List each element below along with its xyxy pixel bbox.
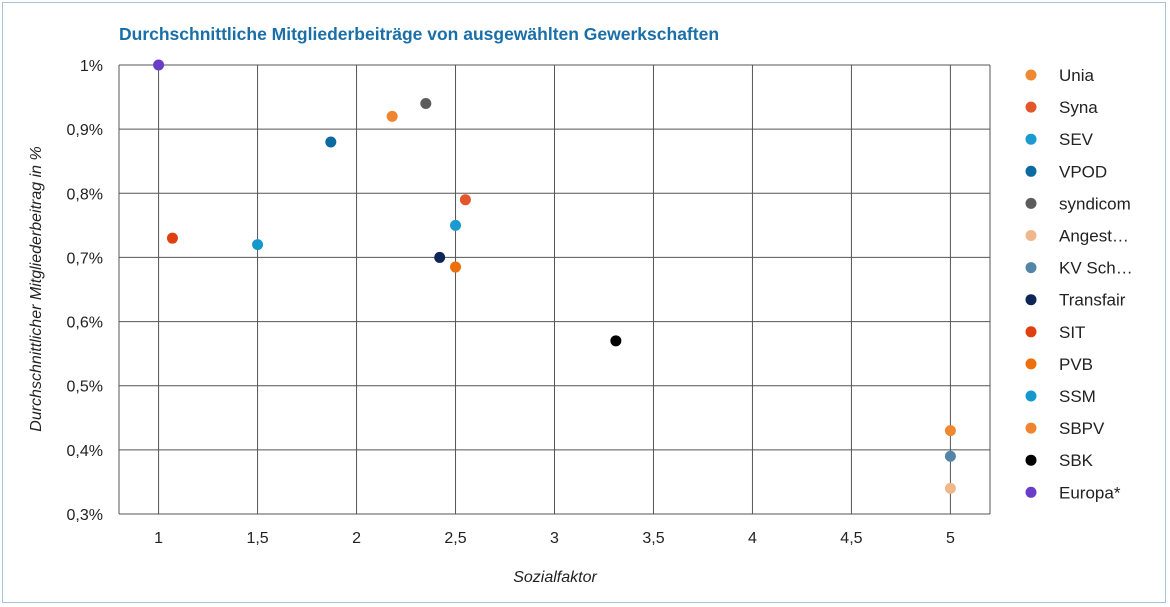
data-point-sev bbox=[450, 219, 462, 231]
legend-label: VPOD bbox=[1059, 162, 1107, 181]
y-tick-label: 0,5% bbox=[67, 379, 103, 396]
x-tick-label: 2 bbox=[352, 530, 361, 547]
legend-label: PVB bbox=[1059, 355, 1093, 374]
data-point-syndicom bbox=[420, 97, 432, 109]
data-point-ssm bbox=[252, 239, 264, 251]
legend-marker bbox=[1025, 358, 1037, 370]
y-tick-label: 0,9% bbox=[67, 122, 103, 139]
y-tick-label: 0,4% bbox=[67, 443, 103, 460]
legend-label: syndicom bbox=[1059, 194, 1131, 213]
data-point-pvb bbox=[450, 261, 462, 273]
legend-label: SBPV bbox=[1059, 419, 1105, 438]
legend-marker bbox=[1025, 486, 1037, 498]
legend-marker bbox=[1025, 69, 1037, 81]
data-point-unia bbox=[944, 425, 956, 437]
legend-label: Europa* bbox=[1059, 483, 1121, 502]
y-tick-label: 0,7% bbox=[67, 250, 103, 267]
data-point-vpod bbox=[325, 136, 337, 148]
legend-label: Transfair bbox=[1059, 291, 1126, 310]
x-tick-label: 2,5 bbox=[444, 530, 466, 547]
x-tick-label: 3 bbox=[550, 530, 559, 547]
x-axis-label: Sozialfaktor bbox=[513, 569, 597, 586]
legend-marker bbox=[1025, 326, 1037, 338]
data-point-angest bbox=[944, 482, 956, 494]
legend-label: Unia bbox=[1059, 66, 1095, 85]
data-point-sbk bbox=[610, 335, 622, 347]
data-point-sbpv bbox=[386, 110, 398, 122]
x-tick-label: 1,5 bbox=[246, 530, 268, 547]
y-tick-label: 0,6% bbox=[67, 315, 103, 332]
legend-marker bbox=[1025, 101, 1037, 113]
x-tick-label: 4,5 bbox=[840, 530, 862, 547]
legend-marker bbox=[1025, 262, 1037, 274]
x-tick-label: 4 bbox=[748, 530, 757, 547]
legend-label: KV Sch… bbox=[1059, 259, 1133, 278]
data-point-sit bbox=[166, 232, 178, 244]
legend-label: SSM bbox=[1059, 387, 1096, 406]
legend-marker bbox=[1025, 454, 1037, 466]
x-tick-label: 3,5 bbox=[642, 530, 664, 547]
data-point-syna bbox=[459, 194, 471, 206]
legend-marker bbox=[1025, 422, 1037, 434]
legend-label: Syna bbox=[1059, 98, 1098, 117]
legend-label: Angest… bbox=[1059, 227, 1129, 246]
x-tick-label: 5 bbox=[946, 530, 955, 547]
y-tick-label: 0,8% bbox=[67, 186, 103, 203]
legend-marker bbox=[1025, 390, 1037, 402]
data-point-kvsch bbox=[944, 450, 956, 462]
y-tick-label: 1% bbox=[80, 58, 103, 75]
legend-marker bbox=[1025, 197, 1037, 209]
legend-marker bbox=[1025, 165, 1037, 177]
y-axis-label: Durchschnittlicher Mitgliederbeitrag in … bbox=[28, 146, 45, 431]
data-point-transfair bbox=[434, 251, 446, 263]
legend-label: SEV bbox=[1059, 130, 1094, 149]
legend-marker bbox=[1025, 294, 1037, 306]
legend-marker bbox=[1025, 133, 1037, 145]
x-tick-label: 1 bbox=[154, 530, 163, 547]
data-point-europa bbox=[153, 59, 165, 71]
y-tick-label: 0,3% bbox=[67, 507, 103, 524]
legend-label: SIT bbox=[1059, 323, 1085, 342]
legend-label: SBK bbox=[1059, 451, 1094, 470]
legend-marker bbox=[1025, 230, 1037, 241]
chart-title: Durchschnittliche Mitgliederbeiträge von… bbox=[119, 24, 720, 44]
